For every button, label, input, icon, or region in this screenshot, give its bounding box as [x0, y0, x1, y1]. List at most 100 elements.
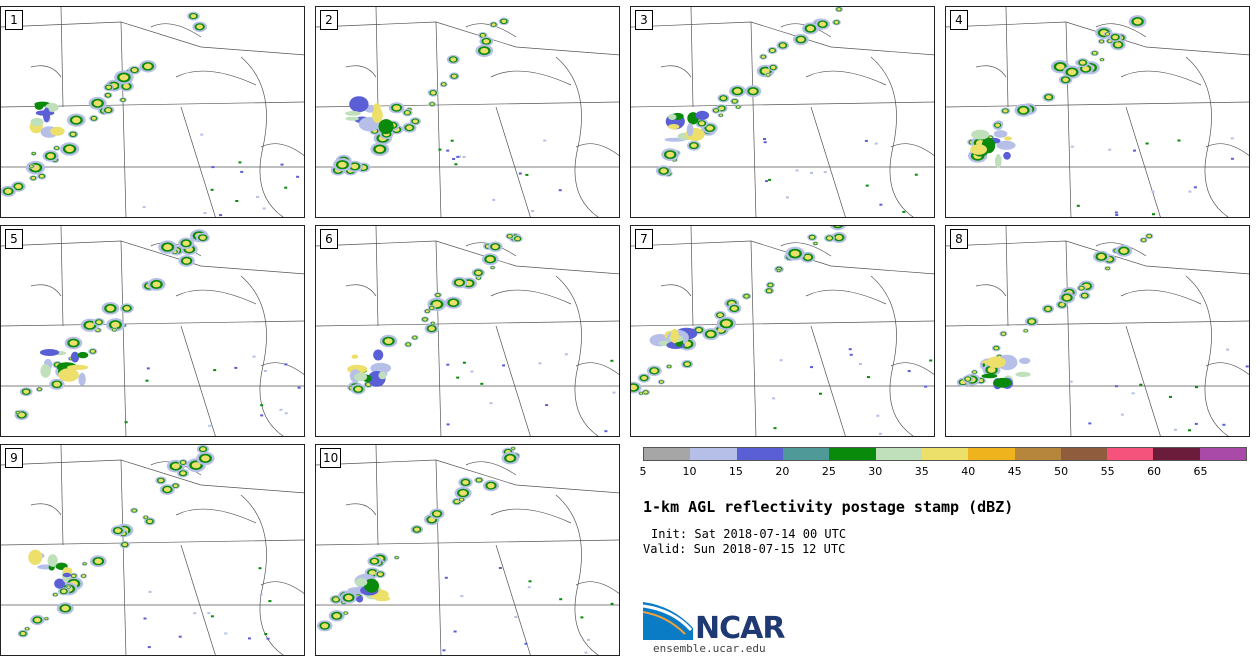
- reflectivity-speck: [819, 392, 822, 395]
- reflectivity-cell: [67, 364, 89, 370]
- boundary-line: [1, 459, 304, 494]
- reflectivity-cell: [972, 371, 977, 374]
- reflectivity-speck: [1088, 422, 1092, 425]
- reflectivity-speck: [531, 210, 535, 212]
- reflectivity-speck: [260, 414, 264, 417]
- reflectivity-cell: [106, 85, 112, 90]
- reflectivity-cell: [1106, 33, 1110, 36]
- reflectivity-speck: [810, 366, 813, 369]
- reflectivity-speck: [1076, 204, 1080, 207]
- boundary-line: [60, 445, 64, 546]
- boundary-line: [750, 240, 757, 436]
- colorbar: [643, 447, 1247, 461]
- reflectivity-cell: [91, 116, 96, 120]
- reflectivity-cell: [90, 349, 95, 353]
- boundary-line: [1065, 21, 1072, 217]
- colorbar-swatch: [921, 448, 969, 460]
- reflectivity-cell: [810, 235, 815, 239]
- panel-label: 5: [5, 229, 23, 249]
- reflectivity-cell: [28, 549, 43, 565]
- reflectivity-cell: [480, 47, 489, 54]
- reflectivity-cell: [37, 388, 42, 391]
- reflectivity-speck: [480, 382, 484, 385]
- boundary-line: [120, 240, 127, 436]
- reflectivity-speck: [1245, 365, 1249, 368]
- reflectivity-cell: [1001, 332, 1006, 335]
- reflectivity-cell: [993, 130, 1008, 138]
- reflectivity-cell: [58, 368, 79, 382]
- boundary-line: [240, 56, 284, 217]
- boundary-line: [890, 143, 934, 156]
- reflectivity-speck: [446, 149, 450, 152]
- boundary-line: [60, 7, 64, 108]
- reflectivity-speck: [518, 172, 522, 175]
- reflectivity-cell: [351, 163, 359, 169]
- boundary-line: [780, 23, 832, 38]
- panel-label: 3: [635, 10, 653, 30]
- reflectivity-cell: [163, 487, 171, 492]
- reflectivity-speck: [266, 637, 270, 640]
- reflectivity-cell: [34, 102, 44, 110]
- reflectivity-cell: [351, 354, 359, 359]
- reflectivity-cell: [506, 455, 515, 461]
- reflectivity-cell: [20, 631, 26, 636]
- reflectivity-speck: [1114, 211, 1118, 214]
- boundary-line: [1185, 56, 1229, 217]
- reflectivity-cell: [1024, 329, 1028, 332]
- reflectivity-cell: [71, 574, 76, 578]
- reflectivity-cell: [171, 463, 180, 469]
- boundary-line: [750, 21, 757, 217]
- boundary-line: [240, 275, 284, 436]
- colorbar-swatch: [1153, 448, 1200, 460]
- boundary-line: [690, 7, 694, 108]
- boundary-line: [260, 143, 304, 156]
- reflectivity-speck: [248, 637, 251, 640]
- reflectivity-cell: [790, 250, 800, 257]
- reflectivity-cell: [70, 132, 76, 136]
- reflectivity-speck: [262, 207, 266, 210]
- reflectivity-speck: [200, 133, 204, 136]
- reflectivity-cell: [364, 578, 379, 593]
- boundary-line: [946, 320, 1249, 327]
- reflectivity-cell: [191, 462, 201, 469]
- reflectivity-cell: [83, 562, 86, 565]
- boundary-line: [555, 494, 599, 655]
- boundary-line: [175, 70, 257, 86]
- boundary-line: [575, 143, 619, 156]
- reflectivity-cell: [94, 558, 103, 564]
- boundary-line: [975, 284, 1007, 297]
- reflectivity-cell: [695, 110, 710, 120]
- reflectivity-cell: [114, 528, 122, 533]
- reflectivity-cell: [93, 100, 102, 107]
- boundary-line: [946, 101, 1249, 108]
- boundary-line: [946, 21, 1249, 56]
- reflectivity-speck: [219, 214, 223, 217]
- reflectivity-cell: [1106, 267, 1110, 270]
- reflectivity-cell: [413, 336, 417, 339]
- reflectivity-speck: [458, 155, 461, 158]
- reflectivity-cell: [372, 107, 383, 123]
- reflectivity-cell: [121, 98, 125, 102]
- reflectivity-cell: [1015, 371, 1031, 377]
- reflectivity-cell: [18, 412, 26, 418]
- reflectivity-speck: [452, 158, 456, 160]
- reflectivity-cell: [804, 254, 812, 260]
- reflectivity-speck: [279, 408, 283, 411]
- reflectivity-cell: [344, 612, 348, 615]
- map-canvas: [631, 226, 934, 436]
- reflectivity-speck: [584, 651, 588, 654]
- reflectivity-cell: [835, 235, 843, 240]
- reflectivity-cell: [686, 123, 694, 137]
- boundary-line: [1205, 143, 1249, 156]
- boundary-line: [890, 362, 934, 375]
- reflectivity-cell: [666, 151, 675, 158]
- reflectivity-cell: [450, 57, 457, 62]
- colorbar-swatch: [782, 448, 830, 460]
- panel-label: 8: [950, 229, 968, 249]
- reflectivity-cell: [354, 372, 368, 382]
- reflectivity-cell: [375, 146, 384, 153]
- reflectivity-cell: [106, 305, 115, 312]
- boundary-line: [260, 581, 304, 594]
- reflectivity-speck: [773, 427, 777, 430]
- reflectivity-cell: [441, 83, 446, 86]
